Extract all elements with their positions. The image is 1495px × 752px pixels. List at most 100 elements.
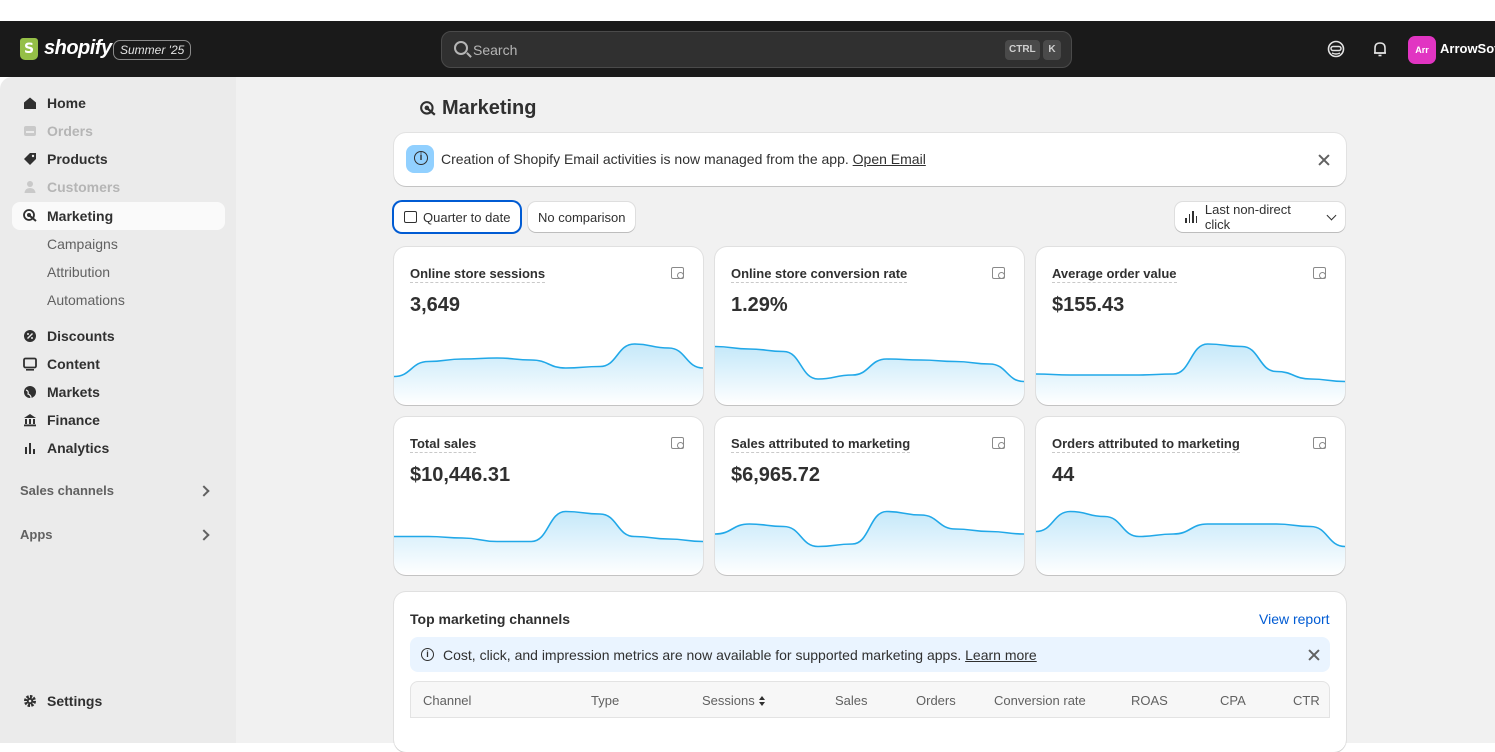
edition-badge[interactable]: Summer '25	[113, 40, 192, 60]
table-header: Channel Type Sessions Sales Orders Conve…	[410, 681, 1330, 718]
sidebar-item-campaigns[interactable]: Campaigns	[12, 230, 225, 258]
metric-card[interactable]: Average order value $155.43	[1036, 247, 1345, 405]
person-icon	[24, 181, 36, 193]
column-conversion-rate[interactable]: Conversion rate	[994, 693, 1086, 708]
sparkline-line	[394, 510, 703, 543]
sales-channels-heading[interactable]: Sales channels	[20, 483, 114, 498]
sidekick-icon[interactable]	[1327, 40, 1345, 58]
metric-title[interactable]: Online store sessions	[410, 266, 546, 283]
metric-title[interactable]: Online store conversion rate	[731, 266, 908, 283]
apps-heading[interactable]: Apps	[20, 527, 53, 542]
main-content: Marketing Creation of Shopify Email acti…	[236, 77, 1495, 752]
sidebar-item-finance[interactable]: Finance	[12, 406, 225, 434]
report-icon[interactable]	[1313, 267, 1326, 279]
metric-value: $6,965.72	[731, 464, 820, 486]
discount-icon	[24, 330, 36, 342]
metric-value: 1.29%	[731, 294, 788, 316]
sparkline-line	[715, 345, 1024, 383]
top-marketing-channels-card: Top marketing channels View report i Cos…	[394, 592, 1346, 752]
learn-more-link[interactable]: Learn more	[965, 647, 1037, 663]
page-title-text: Marketing	[442, 97, 537, 119]
date-range-label: Quarter to date	[423, 209, 511, 225]
sidebar-item-label: Analytics	[47, 440, 110, 456]
comparison-label: No comparison	[538, 209, 626, 225]
sidebar-item-attribution[interactable]: Attribution	[12, 258, 225, 286]
content-icon	[23, 357, 37, 371]
sidebar-item-label: Discounts	[47, 328, 115, 344]
settings-label: Settings	[47, 693, 103, 709]
metric-value: 44	[1052, 464, 1075, 486]
banner-message: Creation of Shopify Email activities is …	[441, 151, 853, 167]
brand-name: shopify	[44, 37, 112, 59]
attribution-model-label: Last non-direct click	[1204, 202, 1291, 232]
search-input[interactable]: Search CTRL K	[441, 31, 1072, 68]
report-icon[interactable]	[1313, 437, 1326, 449]
sidebar-item-label: Campaigns	[47, 236, 118, 252]
report-icon[interactable]	[671, 437, 684, 449]
sparkline-area	[715, 511, 1024, 575]
open-email-link[interactable]: Open Email	[852, 151, 926, 167]
bell-icon[interactable]	[1371, 40, 1389, 58]
attribution-model-select[interactable]: Last non-direct click	[1175, 202, 1345, 232]
close-icon[interactable]	[1317, 153, 1331, 167]
sparkline-line	[394, 343, 703, 378]
sparkline-area	[1036, 511, 1345, 575]
window-top-strip	[0, 0, 1495, 21]
column-type[interactable]: Type	[591, 693, 620, 708]
sidebar-item-settings[interactable]: Settings	[12, 687, 225, 715]
sidebar-item-label: Orders	[47, 123, 93, 139]
sparkline-chart	[1036, 510, 1345, 575]
metric-card[interactable]: Online store conversion rate 1.29%	[715, 247, 1024, 405]
report-icon[interactable]	[992, 267, 1005, 279]
column-cpa[interactable]: CPA	[1220, 693, 1246, 708]
metric-title[interactable]: Orders attributed to marketing	[1052, 436, 1240, 453]
store-avatar[interactable]: Arr	[1408, 36, 1436, 64]
sidebar-item-analytics[interactable]: Analytics	[12, 434, 225, 462]
column-sales[interactable]: Sales	[835, 693, 868, 708]
page-title: Marketing	[420, 97, 536, 120]
column-sessions[interactable]: Sessions	[702, 693, 765, 708]
sidebar-item-marketing[interactable]: Marketing	[12, 202, 225, 230]
comparison-button[interactable]: No comparison	[528, 202, 636, 232]
chevron-right-icon[interactable]	[198, 485, 210, 497]
metric-title[interactable]: Average order value	[1052, 266, 1177, 283]
sidebar-item-customers: Customers	[12, 173, 225, 201]
column-channel[interactable]: Channel	[423, 693, 472, 708]
home-icon	[24, 97, 36, 109]
sidebar-item-label: Finance	[47, 412, 100, 428]
metric-card[interactable]: Sales attributed to marketing $6,965.72	[715, 417, 1024, 575]
metric-title[interactable]: Total sales	[410, 436, 477, 453]
sidebar-item-orders: Orders	[12, 117, 225, 145]
sidebar-item-content[interactable]: Content	[12, 350, 225, 378]
target-icon	[420, 100, 436, 116]
globe-icon	[24, 386, 36, 399]
column-roas[interactable]: ROAS	[1131, 693, 1168, 708]
store-name[interactable]: ArrowSof	[1440, 41, 1495, 56]
metric-card[interactable]: Total sales $10,446.31	[394, 417, 703, 575]
chart-icon	[25, 443, 35, 454]
sidebar-item-label: Home	[47, 95, 86, 111]
sidebar-item-home[interactable]: Home	[12, 89, 225, 117]
sidebar-item-markets[interactable]: Markets	[12, 378, 225, 406]
info-icon	[406, 145, 434, 173]
view-report-link[interactable]: View report	[1259, 611, 1330, 627]
metric-title[interactable]: Sales attributed to marketing	[731, 436, 911, 453]
email-notice-banner: Creation of Shopify Email activities is …	[394, 133, 1346, 186]
metric-value: $155.43	[1052, 294, 1125, 316]
close-icon[interactable]	[1307, 648, 1321, 662]
shortcut-ctrl-key: CTRL	[1005, 40, 1040, 60]
metric-card[interactable]: Online store sessions 3,649	[394, 247, 703, 405]
metric-card[interactable]: Orders attributed to marketing 44	[1036, 417, 1345, 575]
column-orders[interactable]: Orders	[916, 693, 956, 708]
report-icon[interactable]	[992, 437, 1005, 449]
sparkline-area	[1036, 344, 1345, 405]
date-range-button[interactable]: Quarter to date	[394, 202, 521, 232]
shopify-logo[interactable]: shopify	[20, 37, 112, 60]
sidebar-item-discounts[interactable]: Discounts	[12, 322, 225, 350]
chevron-right-icon[interactable]	[198, 529, 210, 541]
report-icon[interactable]	[671, 267, 684, 279]
column-sessions-label: Sessions	[702, 693, 755, 708]
sidebar-item-products[interactable]: Products	[12, 145, 225, 173]
column-ctr[interactable]: CTR	[1293, 693, 1320, 708]
sidebar-item-automations[interactable]: Automations	[12, 286, 225, 314]
